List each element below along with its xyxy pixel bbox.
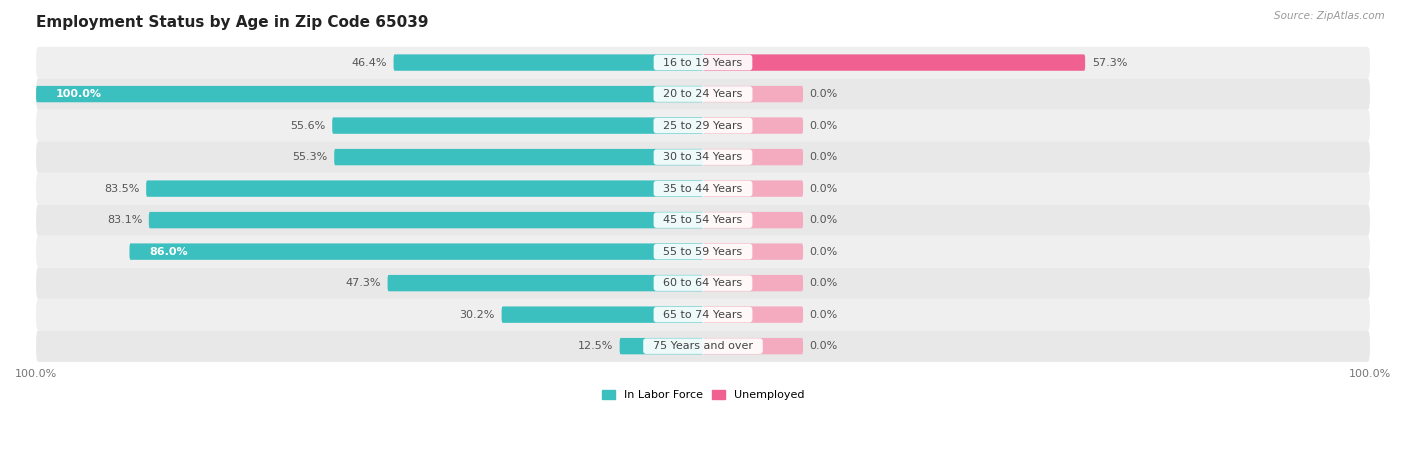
Text: 46.4%: 46.4% <box>352 58 387 68</box>
Text: 20 to 24 Years: 20 to 24 Years <box>657 89 749 99</box>
FancyBboxPatch shape <box>37 267 1369 299</box>
FancyBboxPatch shape <box>37 47 1369 78</box>
Text: 0.0%: 0.0% <box>810 89 838 99</box>
Text: 25 to 29 Years: 25 to 29 Years <box>657 121 749 130</box>
Text: 0.0%: 0.0% <box>810 152 838 162</box>
FancyBboxPatch shape <box>703 54 1085 71</box>
Text: 55 to 59 Years: 55 to 59 Years <box>657 247 749 256</box>
FancyBboxPatch shape <box>703 243 803 260</box>
Text: 12.5%: 12.5% <box>578 341 613 351</box>
FancyBboxPatch shape <box>703 149 803 165</box>
Text: 47.3%: 47.3% <box>346 278 381 288</box>
Text: 83.1%: 83.1% <box>107 215 142 225</box>
FancyBboxPatch shape <box>149 212 703 228</box>
FancyBboxPatch shape <box>388 275 703 291</box>
FancyBboxPatch shape <box>703 275 803 291</box>
Text: 30 to 34 Years: 30 to 34 Years <box>657 152 749 162</box>
Text: 0.0%: 0.0% <box>810 184 838 194</box>
FancyBboxPatch shape <box>37 330 1369 362</box>
FancyBboxPatch shape <box>129 243 703 260</box>
Text: 100.0%: 100.0% <box>56 89 103 99</box>
Text: 83.5%: 83.5% <box>104 184 139 194</box>
Text: 65 to 74 Years: 65 to 74 Years <box>657 310 749 320</box>
Text: 0.0%: 0.0% <box>810 215 838 225</box>
Text: 0.0%: 0.0% <box>810 278 838 288</box>
Text: 16 to 19 Years: 16 to 19 Years <box>657 58 749 68</box>
FancyBboxPatch shape <box>37 110 1369 141</box>
FancyBboxPatch shape <box>37 299 1369 330</box>
FancyBboxPatch shape <box>620 338 703 354</box>
Text: 45 to 54 Years: 45 to 54 Years <box>657 215 749 225</box>
FancyBboxPatch shape <box>332 117 703 134</box>
FancyBboxPatch shape <box>37 86 703 102</box>
FancyBboxPatch shape <box>703 117 803 134</box>
FancyBboxPatch shape <box>37 141 1369 173</box>
FancyBboxPatch shape <box>703 306 803 323</box>
FancyBboxPatch shape <box>146 180 703 197</box>
Text: 0.0%: 0.0% <box>810 247 838 256</box>
Text: 0.0%: 0.0% <box>810 121 838 130</box>
Text: 0.0%: 0.0% <box>810 341 838 351</box>
Text: 0.0%: 0.0% <box>810 310 838 320</box>
FancyBboxPatch shape <box>37 173 1369 204</box>
Legend: In Labor Force, Unemployed: In Labor Force, Unemployed <box>598 385 808 405</box>
Text: 55.6%: 55.6% <box>290 121 326 130</box>
Text: Employment Status by Age in Zip Code 65039: Employment Status by Age in Zip Code 650… <box>37 15 429 30</box>
Text: 55.3%: 55.3% <box>292 152 328 162</box>
Text: 60 to 64 Years: 60 to 64 Years <box>657 278 749 288</box>
Text: Source: ZipAtlas.com: Source: ZipAtlas.com <box>1274 11 1385 21</box>
Text: 35 to 44 Years: 35 to 44 Years <box>657 184 749 194</box>
FancyBboxPatch shape <box>703 338 803 354</box>
Text: 86.0%: 86.0% <box>149 247 188 256</box>
FancyBboxPatch shape <box>37 78 1369 110</box>
FancyBboxPatch shape <box>394 54 703 71</box>
FancyBboxPatch shape <box>502 306 703 323</box>
FancyBboxPatch shape <box>703 180 803 197</box>
FancyBboxPatch shape <box>703 86 803 102</box>
Text: 75 Years and over: 75 Years and over <box>645 341 761 351</box>
FancyBboxPatch shape <box>335 149 703 165</box>
FancyBboxPatch shape <box>703 212 803 228</box>
FancyBboxPatch shape <box>37 204 1369 236</box>
Text: 57.3%: 57.3% <box>1092 58 1128 68</box>
Text: 30.2%: 30.2% <box>460 310 495 320</box>
FancyBboxPatch shape <box>37 236 1369 267</box>
